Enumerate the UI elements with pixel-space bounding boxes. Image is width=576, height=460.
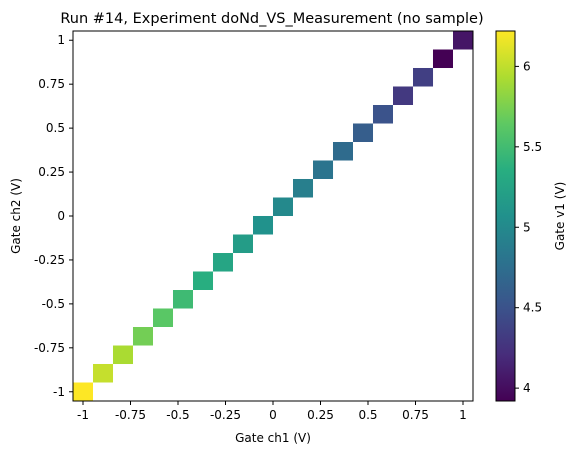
y-axis-ticks: -1 -0.75 -0.5 -0.25 0 0.25 0.5 0.75 1 bbox=[34, 33, 73, 399]
y-tick-label: -1 bbox=[53, 385, 65, 399]
colorbar-tick-label: 5.5 bbox=[523, 140, 542, 154]
heatmap-cells bbox=[72, 30, 474, 402]
chart-title: Run #14, Experiment doNd_VS_Measurement … bbox=[60, 11, 483, 27]
heatmap-cell bbox=[172, 290, 193, 309]
y-tick-label: -0.25 bbox=[34, 253, 65, 267]
x-tick-label: 0 bbox=[269, 408, 277, 422]
y-tick-label: 0.75 bbox=[38, 77, 65, 91]
x-tick-label: 0.25 bbox=[307, 408, 334, 422]
heatmap-cell bbox=[193, 271, 214, 290]
colorbar-tick-label: 4 bbox=[523, 381, 531, 395]
x-tick-label: -0.75 bbox=[115, 408, 146, 422]
heatmap-cell bbox=[432, 49, 453, 69]
y-tick-label: -0.75 bbox=[34, 341, 65, 355]
heatmap-cell bbox=[372, 105, 393, 124]
colorbar-tick-label: 6 bbox=[523, 59, 531, 73]
x-tick-label: -1 bbox=[77, 408, 89, 422]
heatmap-cell bbox=[272, 197, 293, 217]
y-tick-label: 0 bbox=[57, 209, 65, 223]
colorbar-tick-label: 5 bbox=[523, 220, 531, 234]
heatmap-cell bbox=[313, 160, 334, 179]
x-axis-ticks: -1 -0.75 -0.5 -0.25 0 0.25 0.5 0.75 1 bbox=[77, 401, 467, 422]
colorbar-tick-label: 4.5 bbox=[523, 301, 542, 315]
heatmap-cell bbox=[293, 178, 314, 198]
heatmap-cell bbox=[453, 30, 474, 50]
heatmap-cell bbox=[232, 234, 253, 254]
y-tick-label: 1 bbox=[57, 33, 65, 47]
y-axis-label: Gate ch2 (V) bbox=[9, 178, 23, 254]
heatmap-cell bbox=[413, 67, 434, 87]
heatmap-cell bbox=[153, 308, 174, 327]
colorbar-ticks: 4 4.5 5 5.5 6 bbox=[515, 59, 542, 395]
heatmap-cell bbox=[93, 363, 114, 383]
heatmap-cell bbox=[132, 327, 153, 346]
heatmap-cell bbox=[393, 86, 414, 105]
x-tick-label: 0.75 bbox=[402, 408, 429, 422]
y-tick-label: 0.5 bbox=[46, 121, 65, 135]
x-tick-label: -0.5 bbox=[166, 408, 189, 422]
heatmap-cell bbox=[72, 382, 93, 402]
x-tick-label: 1 bbox=[459, 408, 467, 422]
heatmap-cell bbox=[353, 123, 374, 142]
x-axis-label: Gate ch1 (V) bbox=[235, 431, 311, 445]
y-tick-label: -0.5 bbox=[42, 297, 65, 311]
heatmap-cell bbox=[332, 142, 353, 161]
heatmap-cell bbox=[112, 345, 133, 365]
x-tick-label: -0.25 bbox=[210, 408, 241, 422]
colorbar bbox=[495, 30, 516, 402]
y-tick-label: 0.25 bbox=[38, 165, 65, 179]
heatmap-cell bbox=[212, 253, 233, 272]
heatmap-cell bbox=[253, 215, 274, 235]
x-tick-label: 0.5 bbox=[358, 408, 377, 422]
colorbar-label: Gate v1 (V) bbox=[553, 182, 567, 251]
